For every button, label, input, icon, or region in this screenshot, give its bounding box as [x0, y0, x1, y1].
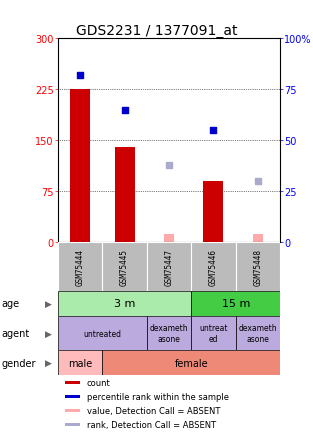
Bar	[191, 316, 236, 351]
Text: untreat
ed: untreat ed	[199, 324, 228, 343]
Bar	[164, 234, 174, 243]
Bar	[58, 316, 147, 351]
Point	[211, 127, 216, 134]
Bar	[115, 148, 135, 243]
Bar	[147, 243, 191, 291]
Bar	[102, 243, 147, 291]
Point	[78, 72, 83, 79]
Text: 15 m: 15 m	[222, 299, 250, 309]
Text: count: count	[87, 378, 110, 387]
Text: ▶: ▶	[45, 329, 52, 338]
Text: percentile rank within the sample: percentile rank within the sample	[87, 392, 229, 401]
Bar	[102, 351, 280, 375]
Bar	[64, 395, 80, 398]
Bar	[70, 90, 90, 243]
Bar	[58, 243, 102, 291]
Text: age: age	[2, 299, 20, 309]
Bar	[64, 423, 80, 426]
Text: GSM75446: GSM75446	[209, 248, 218, 285]
Point	[167, 162, 172, 169]
Text: male: male	[68, 358, 92, 368]
Bar	[64, 381, 80, 384]
Point	[255, 178, 260, 185]
Point	[122, 107, 127, 114]
Bar	[203, 181, 223, 243]
Text: value, Detection Call = ABSENT: value, Detection Call = ABSENT	[87, 406, 220, 415]
Text: GSM75448: GSM75448	[254, 248, 262, 285]
Text: rank, Detection Call = ABSENT: rank, Detection Call = ABSENT	[87, 420, 216, 429]
Bar	[191, 243, 236, 291]
Text: GDS2231 / 1377091_at: GDS2231 / 1377091_at	[76, 24, 237, 38]
Bar	[58, 351, 102, 375]
Text: GSM75445: GSM75445	[120, 248, 129, 285]
Text: 3 m: 3 m	[114, 299, 135, 309]
Bar	[236, 316, 280, 351]
Text: agent: agent	[2, 328, 30, 338]
Text: gender: gender	[2, 358, 36, 368]
Text: untreated: untreated	[83, 329, 121, 338]
Text: GSM75447: GSM75447	[165, 248, 173, 285]
Bar	[64, 409, 80, 412]
Text: dexameth
asone: dexameth asone	[239, 324, 277, 343]
Bar	[58, 291, 191, 316]
Bar	[236, 243, 280, 291]
Text: GSM75444: GSM75444	[76, 248, 85, 285]
Text: female: female	[174, 358, 208, 368]
Bar	[147, 316, 191, 351]
Bar	[191, 291, 280, 316]
Bar	[253, 234, 263, 243]
Text: dexameth
asone: dexameth asone	[150, 324, 188, 343]
Text: ▶: ▶	[45, 299, 52, 308]
Text: ▶: ▶	[45, 358, 52, 368]
